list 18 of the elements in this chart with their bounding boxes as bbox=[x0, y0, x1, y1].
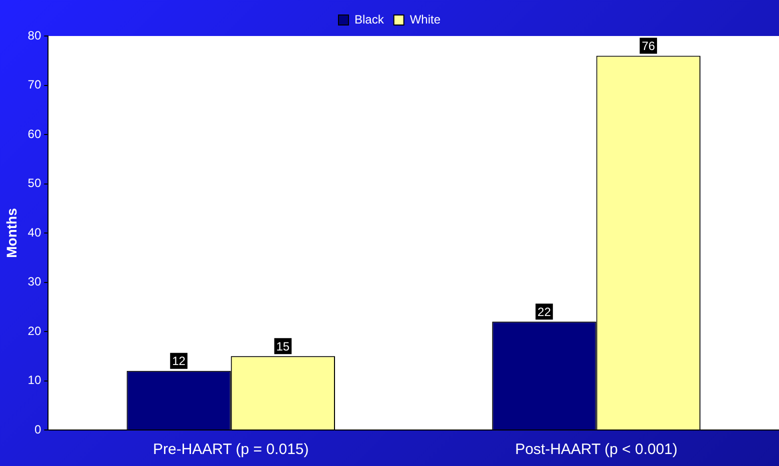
y-axis-title: Months bbox=[3, 208, 20, 258]
data-label: 22 bbox=[538, 304, 552, 319]
y-tick-label: 50 bbox=[28, 176, 42, 190]
y-tick-label: 20 bbox=[28, 324, 42, 338]
y-tick-label: 10 bbox=[28, 373, 42, 388]
legend-label: White bbox=[410, 12, 441, 26]
y-tick-label: 70 bbox=[28, 78, 42, 92]
y-tick-label: 0 bbox=[34, 422, 42, 436]
y-tick-label: 80 bbox=[28, 28, 42, 42]
legend-label: Black bbox=[354, 12, 385, 26]
x-tick-label: Post-HAART (p < 0.001) bbox=[515, 441, 678, 458]
y-tick-label: 60 bbox=[28, 126, 42, 141]
y-tick-label: 40 bbox=[28, 225, 42, 240]
y-tick-label: 30 bbox=[28, 274, 42, 289]
data-label: 76 bbox=[642, 39, 656, 54]
data-label: 12 bbox=[172, 354, 186, 368]
x-tick-label: Pre-HAART (p = 0.015) bbox=[152, 441, 309, 458]
data-label: 15 bbox=[276, 339, 290, 354]
